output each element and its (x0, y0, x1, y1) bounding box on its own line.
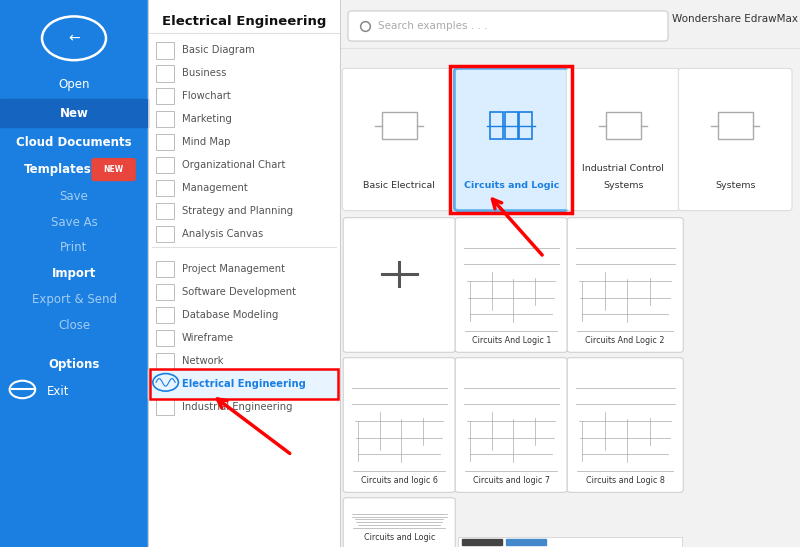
FancyBboxPatch shape (343, 218, 455, 352)
Bar (156, 307, 174, 323)
Bar (156, 88, 174, 104)
Text: Database Modeling: Database Modeling (182, 310, 278, 320)
Text: Circuits and Logic 8: Circuits and Logic 8 (586, 476, 665, 485)
Text: Cloud Documents: Cloud Documents (16, 136, 132, 149)
Text: Search examples . . .: Search examples . . . (378, 21, 487, 31)
FancyBboxPatch shape (343, 358, 455, 492)
Bar (0, 99, 148, 127)
Bar (490, 112, 503, 139)
Text: Software Development: Software Development (182, 287, 296, 297)
Text: Circuits and logic 7: Circuits and logic 7 (473, 476, 550, 485)
Text: Open: Open (58, 78, 90, 91)
Text: Systems: Systems (603, 182, 643, 190)
Bar (458, 537, 682, 547)
Bar (156, 330, 174, 346)
Text: NEW: NEW (103, 165, 124, 174)
Text: Basic Electrical: Basic Electrical (363, 182, 435, 190)
Bar (718, 112, 753, 139)
Text: Options: Options (48, 358, 100, 371)
Bar (148, 370, 340, 398)
Bar (462, 539, 502, 545)
Text: Circuits And Logic 2: Circuits And Logic 2 (586, 336, 665, 345)
Text: Export & Send: Export & Send (31, 293, 117, 306)
Text: Circuits and Logic: Circuits and Logic (363, 533, 435, 542)
Text: Organizational Chart: Organizational Chart (182, 160, 285, 170)
Text: Flowchart: Flowchart (182, 91, 230, 101)
FancyBboxPatch shape (567, 218, 683, 352)
Bar (156, 203, 174, 219)
FancyBboxPatch shape (343, 498, 455, 547)
Text: Business: Business (182, 68, 226, 78)
Bar (156, 134, 174, 150)
FancyBboxPatch shape (567, 358, 683, 492)
Text: Save As: Save As (50, 216, 98, 229)
FancyBboxPatch shape (92, 159, 135, 181)
Text: Electrical Engineering: Electrical Engineering (162, 15, 326, 28)
Text: Print: Print (60, 241, 88, 254)
Bar (156, 226, 174, 242)
FancyBboxPatch shape (454, 68, 568, 211)
FancyBboxPatch shape (455, 358, 567, 492)
Bar (156, 111, 174, 127)
Bar (156, 399, 174, 415)
Text: ←: ← (68, 31, 80, 45)
Text: Wondershare EdrawMax: Wondershare EdrawMax (672, 14, 798, 24)
Bar (519, 112, 532, 139)
Text: New: New (59, 107, 89, 120)
Text: Systems: Systems (715, 182, 755, 190)
Bar (156, 261, 174, 277)
Bar (382, 112, 417, 139)
Text: Close: Close (58, 319, 90, 332)
Text: Circuits and logic 6: Circuits and logic 6 (361, 476, 438, 485)
Text: Templates: Templates (24, 163, 92, 176)
Text: Save: Save (59, 190, 89, 203)
Bar (0, 0, 148, 547)
Text: Wireframe: Wireframe (182, 333, 234, 343)
Text: Industrial Control: Industrial Control (582, 164, 664, 173)
Text: Exit: Exit (46, 385, 69, 398)
Text: Network: Network (182, 356, 223, 366)
Text: Import: Import (52, 267, 96, 280)
Bar (156, 157, 174, 173)
Bar (156, 65, 174, 82)
Text: Project Management: Project Management (182, 264, 285, 274)
FancyBboxPatch shape (678, 68, 792, 211)
Bar (506, 539, 546, 545)
Text: Circuits and Logic: Circuits and Logic (463, 182, 559, 190)
Text: Management: Management (182, 183, 247, 193)
FancyBboxPatch shape (566, 68, 680, 211)
Text: Mind Map: Mind Map (182, 137, 230, 147)
Bar (156, 284, 174, 300)
Text: Industrial Engineering: Industrial Engineering (182, 402, 292, 412)
Text: Electrical Engineering: Electrical Engineering (182, 379, 306, 389)
FancyBboxPatch shape (348, 11, 668, 41)
Bar (156, 42, 174, 59)
Text: Analysis Canvas: Analysis Canvas (182, 229, 263, 239)
Bar (340, 0, 800, 547)
Bar (505, 112, 518, 139)
Text: Basic Diagram: Basic Diagram (182, 45, 254, 55)
FancyBboxPatch shape (455, 218, 567, 352)
FancyBboxPatch shape (342, 68, 456, 211)
Bar (606, 112, 641, 139)
Bar (156, 353, 174, 369)
Text: Marketing: Marketing (182, 114, 231, 124)
Bar (148, 0, 340, 547)
Text: Strategy and Planning: Strategy and Planning (182, 206, 293, 216)
Text: Circuits And Logic 1: Circuits And Logic 1 (471, 336, 551, 345)
Bar (156, 180, 174, 196)
